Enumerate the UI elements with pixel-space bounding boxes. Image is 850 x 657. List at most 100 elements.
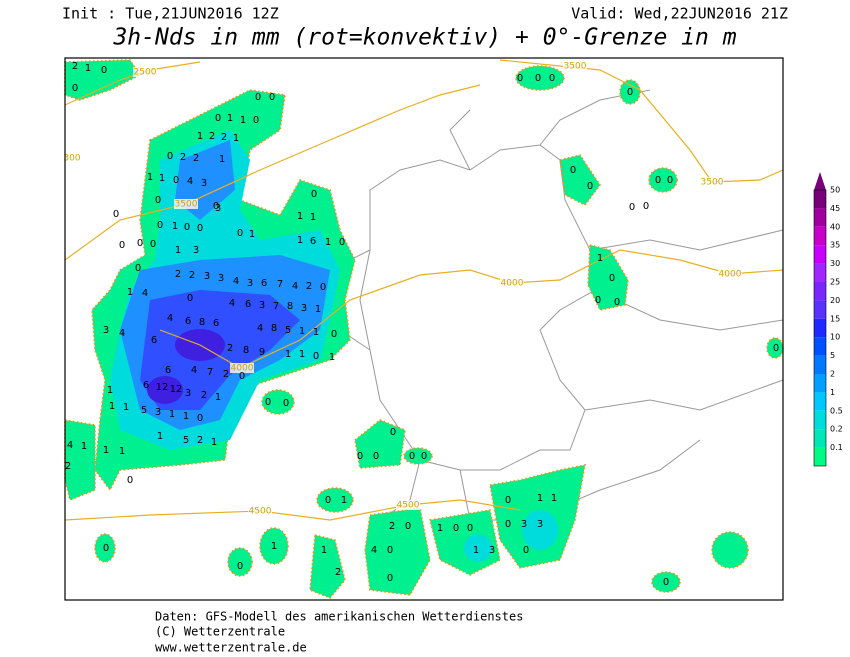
precip-label: 0 (595, 295, 601, 306)
precip-label: 6 (165, 365, 171, 376)
precipitation-areas (64, 59, 784, 599)
precip-label: 8 (243, 345, 249, 356)
precip-label: 1 (211, 437, 217, 448)
precip-label: 0 (72, 83, 78, 94)
precip-label: 3 (218, 273, 224, 284)
precip-label: 3 (259, 300, 265, 311)
legend-swatch (814, 208, 826, 227)
precip-label: 3 (185, 388, 191, 399)
precip-label: 0 (155, 195, 161, 206)
precip-label: 0 (667, 175, 673, 186)
precip-label: 0 (655, 175, 661, 186)
precip-label: 6 (261, 278, 267, 289)
isotherm-label: 300 (63, 154, 80, 164)
precip-label: 1 (341, 495, 347, 506)
precip-label: 7 (273, 301, 279, 312)
precip-label: 8 (199, 317, 205, 328)
legend-swatch (814, 190, 826, 209)
precip-label: 2 (223, 369, 229, 380)
legend-label: 0.1 (830, 443, 843, 452)
legend-swatch (814, 282, 826, 301)
precip-label: 0 (535, 73, 541, 84)
isotherm-label: 4500 (249, 507, 272, 517)
precip-label: 1 (109, 401, 115, 412)
legend-swatch (814, 392, 826, 411)
precip-label: 1 (107, 385, 113, 396)
precip-label: 0 (387, 573, 393, 584)
isotherm-label-bg (700, 177, 724, 187)
isotherm-label-bg (174, 199, 198, 209)
footer-url: www.wetterzentrale.de (155, 641, 307, 655)
precip-label: 2 (197, 435, 203, 446)
precip-label: 3 (193, 245, 199, 256)
precip-label: 1 (127, 287, 133, 298)
precip-label: 3 (537, 519, 543, 530)
precip-label: 5 (183, 435, 189, 446)
precip-label: 2 (72, 61, 78, 72)
precip-label: 0 (773, 343, 779, 354)
map: 250035003003500350040004000400045004500 … (60, 57, 784, 601)
precip-label: 12 (170, 384, 183, 395)
precip-label: 2 (227, 343, 233, 354)
isotherm-label: 4000 (231, 364, 254, 374)
valid-time: Valid: Wed,22JUN2016 21Z (571, 5, 788, 23)
precip-label: 1 (437, 523, 443, 534)
map-title: 3h-Nds in mm (rot=konvektiv) + 0°-Grenze… (112, 25, 736, 51)
precip-label: 0 (570, 165, 576, 176)
precip-label: 0 (157, 220, 163, 231)
precip-label: 0 (135, 263, 141, 274)
precip-label: 0 (127, 475, 133, 486)
legend: 50 45 40 35 30 25 20 15 10 5 2 1 0.5 0.2 0.1 (813, 172, 843, 467)
precip-label: 0 (339, 237, 345, 248)
isotherm-label-bg (248, 506, 272, 516)
precip-label: 0 (311, 189, 317, 200)
legend-swatch (814, 300, 826, 319)
isotherm-label-bg (230, 363, 254, 373)
precip-label: 1 (285, 349, 291, 360)
precip-label: 0 (265, 397, 271, 408)
precip-label: 2 (193, 153, 199, 164)
precip-label: 1 (81, 441, 87, 452)
precip-label: 4 (229, 298, 235, 309)
precip-label: 6 (310, 236, 316, 247)
precip-label: 1 (329, 352, 335, 363)
legend-label: 0.5 (830, 406, 843, 415)
precip-label: 1 (233, 133, 239, 144)
precip-label: 4 (67, 440, 73, 451)
isotherm-label: 3500 (175, 200, 198, 210)
isotherm-label: 4000 (501, 279, 524, 289)
precip-label: 1 (299, 326, 305, 337)
precip-label: 3 (247, 278, 253, 289)
precip-label: 2 (389, 521, 395, 532)
precip-label: 6 (185, 316, 191, 327)
precip-label: 1 (473, 545, 479, 556)
legend-swatch (814, 245, 826, 264)
precip-label: 0 (187, 293, 193, 304)
precip-label: 1 (325, 237, 331, 248)
precip-label: 0 (197, 413, 203, 424)
legend-arrow (814, 172, 826, 190)
legend-label: 45 (830, 204, 840, 213)
legend-swatch (814, 263, 826, 282)
precip-label: 0 (320, 282, 326, 293)
precip-label: 3 (301, 303, 307, 314)
precip-label: 0 (453, 523, 459, 534)
legend-swatch (814, 429, 826, 448)
precip-label: 4 (142, 288, 148, 299)
precip-label: 1 (551, 493, 557, 504)
precip-label: 0 (150, 239, 156, 250)
precip-label: 1 (103, 445, 109, 456)
legend-label: 10 (830, 333, 840, 342)
precip-label: 1 (297, 211, 303, 222)
precip-label: 2 (201, 390, 207, 401)
precip-label: 0 (269, 92, 275, 103)
precip-label: 0 (387, 545, 393, 556)
precip-label: 0 (390, 427, 396, 438)
precip-label: 3 (155, 407, 161, 418)
isotherm-label: 4000 (719, 270, 742, 280)
precip-label: 0 (331, 329, 337, 340)
precip-label: 0 (643, 201, 649, 212)
precip-label: 0 (663, 577, 669, 588)
precip-label: 0 (137, 238, 143, 249)
precip-label: 4 (187, 176, 193, 187)
